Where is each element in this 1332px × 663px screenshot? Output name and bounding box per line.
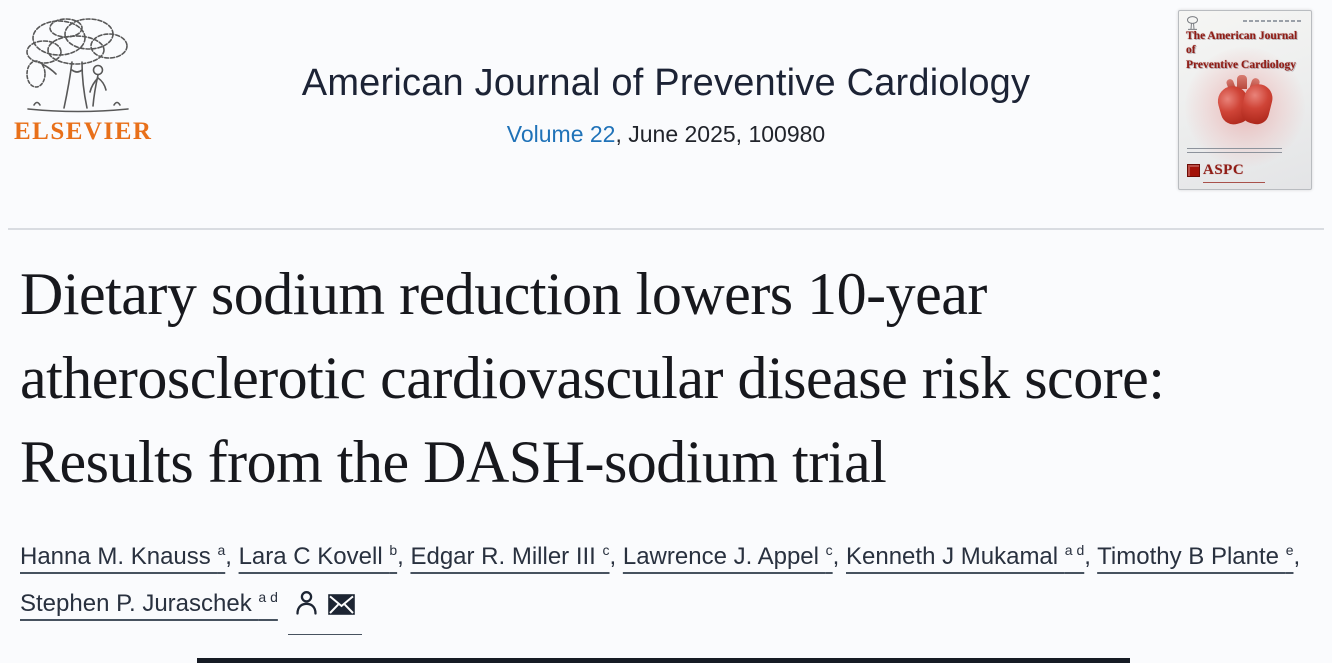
author-separator: ,	[1084, 543, 1098, 570]
author-separator: ,	[609, 543, 623, 570]
author-link[interactable]: Edgar R. Miller III c	[410, 542, 610, 570]
author-separator: ,	[225, 543, 239, 570]
author-link[interactable]: Stephen P. Juraschek a d	[20, 588, 278, 617]
journal-banner: ELSEVIER American Journal of Preventive …	[0, 0, 1332, 228]
aspc-sub-microtext	[1203, 182, 1265, 183]
aspc-square-icon	[1187, 164, 1200, 177]
journal-title: American Journal of Preventive Cardiolog…	[301, 62, 1031, 104]
author-link[interactable]: Lawrence J. Appel c	[622, 542, 833, 570]
journal-cover-thumbnail[interactable]: The American Journal of Preventive Cardi…	[1178, 10, 1312, 190]
elsevier-tree-icon	[14, 12, 154, 116]
header-divider	[8, 228, 1324, 230]
author-separator: ,	[832, 543, 846, 570]
aspc-logo: ASPC	[1187, 162, 1244, 179]
cover-microtext	[1243, 20, 1303, 22]
elsevier-logo[interactable]: ELSEVIER	[14, 12, 154, 146]
elsevier-wordmark: ELSEVIER	[14, 118, 153, 145]
next-section-edge	[197, 658, 1130, 663]
volume-link[interactable]: Volume 22	[506, 121, 616, 147]
cover-elsevier-tree-icon	[1186, 16, 1199, 35]
article-title: Dietary sodium reduction lowers 10-year …	[20, 261, 1165, 495]
author-link[interactable]: Timothy B Plante e	[1097, 542, 1294, 570]
author-link[interactable]: Kenneth J Mukamal a d	[846, 542, 1085, 570]
issue-info: , June 2025, 100980	[615, 121, 826, 147]
envelope-icon[interactable]	[328, 593, 355, 615]
heart-illustration	[1214, 75, 1276, 130]
cover-title: The American Journal of Preventive Cardi…	[1186, 30, 1298, 71]
author-separator: ,	[1293, 543, 1301, 570]
author-list: Hanna M. Knauss a, Lara C Kovell b, Edga…	[20, 534, 1312, 635]
volume-line: Volume 22, June 2025, 100980	[0, 121, 1332, 148]
correspondence-links[interactable]	[287, 581, 362, 635]
cover-bottom-microtext	[1187, 148, 1282, 153]
article-header: Dietary sodium reduction lowers 10-year …	[0, 252, 1332, 635]
author-link[interactable]: Lara C Kovell b	[238, 542, 398, 570]
author-separator: ,	[397, 543, 411, 570]
person-icon[interactable]	[295, 590, 318, 615]
author-link[interactable]: Hanna M. Knauss a	[20, 542, 226, 570]
